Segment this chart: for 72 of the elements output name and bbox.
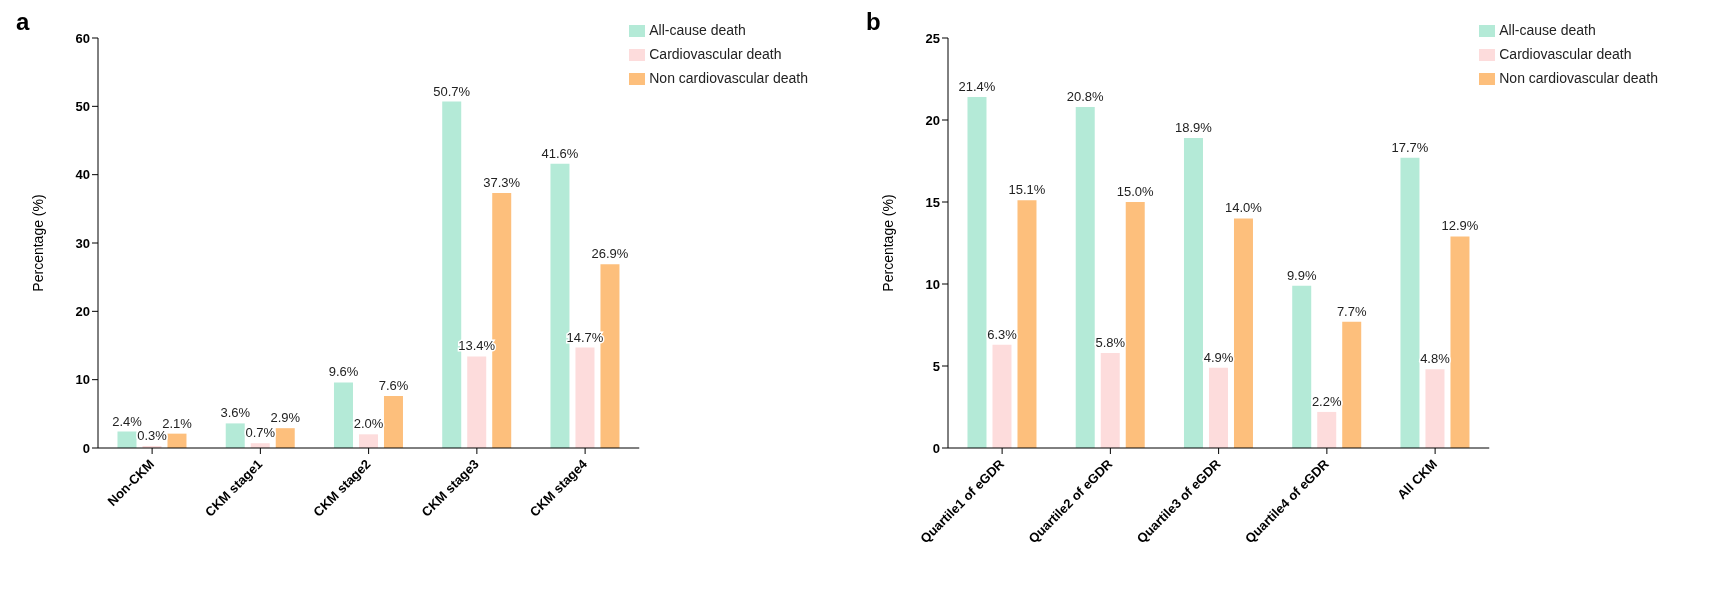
legend-label: Cardiovascular death <box>649 46 782 62</box>
y-tick-label: 20 <box>925 112 940 128</box>
y-tick-label: 10 <box>75 372 90 388</box>
data-label: 9.9% <box>1286 267 1317 283</box>
bar <box>1208 367 1228 448</box>
legend-label: Non cardiovascular death <box>649 70 808 86</box>
data-label: 7.6% <box>378 378 409 394</box>
data-label: 6.3% <box>987 326 1018 342</box>
bar <box>358 434 378 448</box>
data-label: 3.6% <box>220 405 251 421</box>
data-label: 2.9% <box>270 410 301 426</box>
bar <box>1317 411 1337 448</box>
data-label: 26.9% <box>591 246 629 262</box>
data-label: 41.6% <box>541 145 579 161</box>
legend-label: Non cardiovascular death <box>1499 70 1658 86</box>
bar <box>1017 200 1037 448</box>
bar <box>1233 218 1253 448</box>
data-label: 37.3% <box>483 175 521 191</box>
data-label: 17.7% <box>1391 139 1429 155</box>
bar <box>1425 369 1445 448</box>
bar <box>225 423 245 448</box>
data-label: 2.4% <box>112 413 143 429</box>
bar <box>575 347 595 448</box>
legend-label: All-cause death <box>649 22 746 38</box>
data-label: 14.0% <box>1225 200 1263 216</box>
data-label: 20.8% <box>1066 88 1105 104</box>
bar <box>967 97 987 448</box>
data-label: 4.9% <box>1203 349 1234 365</box>
y-tick-label: 25 <box>925 30 940 46</box>
data-label: 21.4% <box>958 79 996 95</box>
y-tick-label: 60 <box>75 30 90 46</box>
data-label: 2.2% <box>1311 393 1342 409</box>
bar <box>1292 285 1312 448</box>
legend-label: All-cause death <box>1499 22 1596 38</box>
y-tick-label: 5 <box>932 358 940 374</box>
data-label: 9.6% <box>328 364 359 380</box>
chart-title: a <box>16 8 30 36</box>
bar <box>1400 157 1420 448</box>
y-tick-label: 50 <box>75 98 90 114</box>
y-axis-title: Percentage (%) <box>29 194 46 292</box>
chart-title: b <box>866 8 881 36</box>
legend-label: Cardiovascular death <box>1499 46 1632 62</box>
data-label: 50.7% <box>433 83 471 99</box>
data-label: 18.9% <box>1175 120 1213 136</box>
bar <box>383 396 403 448</box>
data-label: 12.9% <box>1441 218 1479 234</box>
data-label: 4.8% <box>1420 351 1451 367</box>
bar <box>1100 352 1120 448</box>
bar <box>275 428 295 448</box>
y-axis-title: Percentage (%) <box>879 194 896 292</box>
y-tick-label: 0 <box>932 440 940 456</box>
y-tick-label: 40 <box>75 167 90 183</box>
bar <box>1342 321 1362 448</box>
data-label: 15.1% <box>1008 182 1046 198</box>
data-label: 2.0% <box>353 416 384 432</box>
y-tick-label: 0 <box>82 440 90 456</box>
bar <box>117 431 137 448</box>
data-label: 7.7% <box>1336 303 1367 319</box>
y-tick-label: 15 <box>925 194 940 210</box>
y-tick-label: 30 <box>75 235 90 251</box>
bar <box>1075 106 1095 448</box>
bar <box>467 356 487 448</box>
bar <box>1450 236 1470 448</box>
bar <box>992 344 1012 448</box>
data-label: 0.7% <box>245 425 276 441</box>
bar <box>333 382 353 448</box>
data-label: 5.8% <box>1095 334 1126 350</box>
bar <box>1125 202 1145 448</box>
bar <box>1183 138 1203 448</box>
y-tick-label: 10 <box>925 276 940 292</box>
y-tick-label: 20 <box>75 303 90 319</box>
data-label: 15.0% <box>1116 184 1155 199</box>
